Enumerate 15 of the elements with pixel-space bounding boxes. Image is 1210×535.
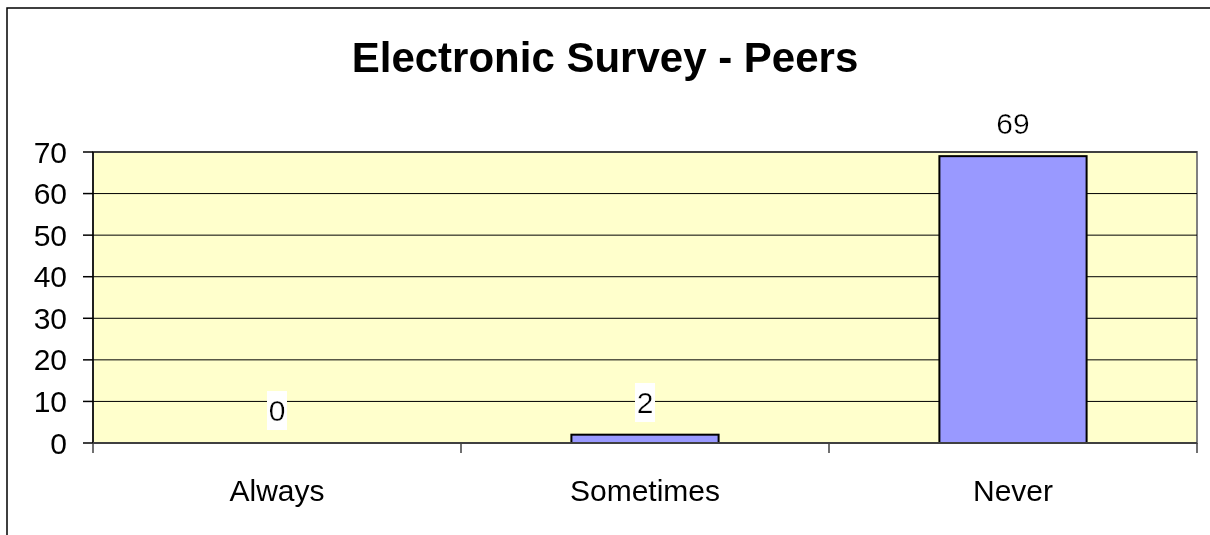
y-tick-label: 50 — [33, 218, 67, 252]
data-label: 69 — [996, 107, 1030, 141]
y-tick-label: 0 — [50, 426, 67, 460]
y-tick-label: 40 — [33, 260, 67, 294]
y-tick-label: 30 — [33, 301, 67, 335]
chart-title: Electronic Survey - Peers — [351, 34, 859, 81]
data-label: 2 — [636, 385, 654, 419]
x-tick-label: Sometimes — [569, 474, 721, 507]
y-tick-label: 10 — [33, 384, 67, 418]
y-tick-label: 20 — [33, 343, 67, 377]
y-tick-label: 70 — [33, 135, 67, 169]
x-tick-label: Always — [229, 474, 325, 507]
data-label: 0 — [268, 394, 286, 427]
x-tick-label: Never — [972, 474, 1054, 507]
y-tick-label: 60 — [33, 177, 67, 211]
